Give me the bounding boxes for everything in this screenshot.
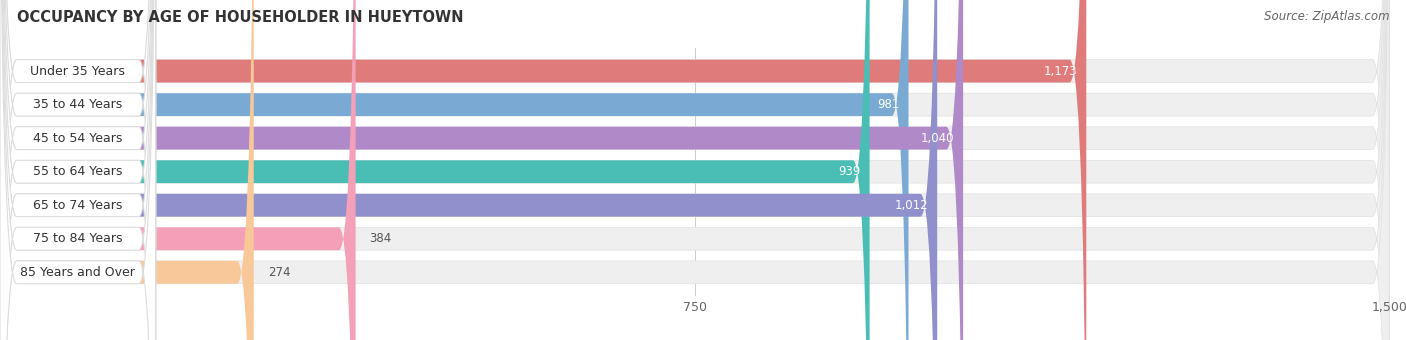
FancyBboxPatch shape: [0, 0, 253, 340]
FancyBboxPatch shape: [0, 0, 156, 340]
FancyBboxPatch shape: [0, 0, 156, 340]
Text: 274: 274: [267, 266, 290, 279]
Text: 939: 939: [838, 165, 860, 178]
Text: 1,173: 1,173: [1043, 65, 1077, 78]
Text: 85 Years and Over: 85 Years and Over: [20, 266, 135, 279]
Text: OCCUPANCY BY AGE OF HOUSEHOLDER IN HUEYTOWN: OCCUPANCY BY AGE OF HOUSEHOLDER IN HUEYT…: [17, 10, 464, 25]
FancyBboxPatch shape: [0, 0, 156, 340]
FancyBboxPatch shape: [0, 0, 156, 340]
Text: 1,040: 1,040: [921, 132, 953, 144]
Text: Source: ZipAtlas.com: Source: ZipAtlas.com: [1264, 10, 1389, 23]
Text: 1,012: 1,012: [894, 199, 928, 212]
Text: Under 35 Years: Under 35 Years: [31, 65, 125, 78]
FancyBboxPatch shape: [0, 0, 938, 340]
Text: 384: 384: [370, 232, 392, 245]
FancyBboxPatch shape: [0, 0, 908, 340]
FancyBboxPatch shape: [0, 0, 356, 340]
Text: 75 to 84 Years: 75 to 84 Years: [34, 232, 122, 245]
FancyBboxPatch shape: [0, 0, 869, 340]
Text: 55 to 64 Years: 55 to 64 Years: [34, 165, 122, 178]
FancyBboxPatch shape: [0, 0, 156, 340]
Text: 35 to 44 Years: 35 to 44 Years: [34, 98, 122, 111]
FancyBboxPatch shape: [0, 0, 963, 340]
Text: 65 to 74 Years: 65 to 74 Years: [34, 199, 122, 212]
FancyBboxPatch shape: [0, 0, 156, 340]
Text: 45 to 54 Years: 45 to 54 Years: [34, 132, 122, 144]
FancyBboxPatch shape: [0, 0, 1087, 340]
FancyBboxPatch shape: [0, 0, 156, 340]
Text: 981: 981: [877, 98, 900, 111]
